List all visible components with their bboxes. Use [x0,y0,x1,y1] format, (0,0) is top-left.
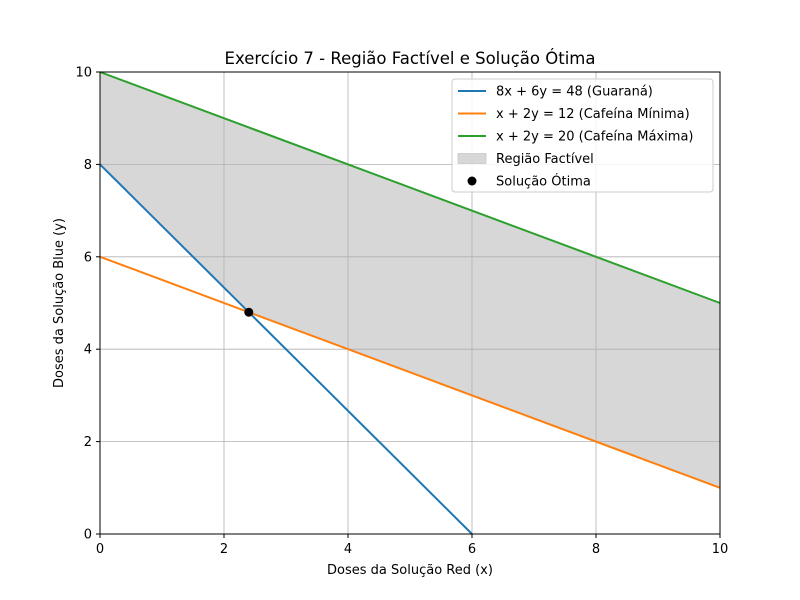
legend-label-series-1: x + 2y = 12 (Cafeína Mínima) [496,107,690,122]
plot-area: 0 2 4 6 8 10 0 2 4 6 8 10 8x + 6y = 48 (Guaraná) x + … [75,66,728,558]
axes-frame [99,71,721,535]
y-axis-label: Doses da Solução Blue (y) [52,218,67,388]
y-tick-label-2: 4 [84,343,92,358]
y-tick-label-0: 0 [84,528,92,543]
x-tick-label-0: 0 [96,542,104,557]
legend-label-series-2: x + 2y = 20 (Cafeína Máxima) [496,130,693,145]
chart-title: Exercício 7 - Região Factível e Solução … [225,49,596,68]
legend-label-optimal-point: Solução Ótima [496,174,591,190]
y-tick-label-3: 6 [84,250,92,265]
y-tick-label-4: 8 [84,158,92,173]
series-line-1 [99,255,721,489]
legend-label-feasible-region: Região Factível [496,152,594,167]
x-tick-label-1: 2 [220,542,228,557]
x-tick-label-4: 8 [592,542,600,557]
optimal-point-marker [244,307,254,317]
x-tick-label-3: 6 [468,542,476,557]
legend-swatch-feasible-region [457,153,487,164]
x-tick-label-2: 4 [344,542,352,557]
x-axis-label: Doses da Solução Red (x) [327,563,493,578]
legend-box [451,78,714,193]
y-tick-label-1: 2 [84,435,92,450]
series-line-0 [99,163,473,535]
y-tick-label-5: 10 [75,66,92,81]
legend-label-series-0: 8x + 6y = 48 (Guaraná) [496,85,653,100]
feasible-region [100,72,720,488]
x-tick-label-5: 10 [712,542,729,557]
legend-swatch-optimal-point [467,176,477,186]
series-line-2 [99,71,721,304]
